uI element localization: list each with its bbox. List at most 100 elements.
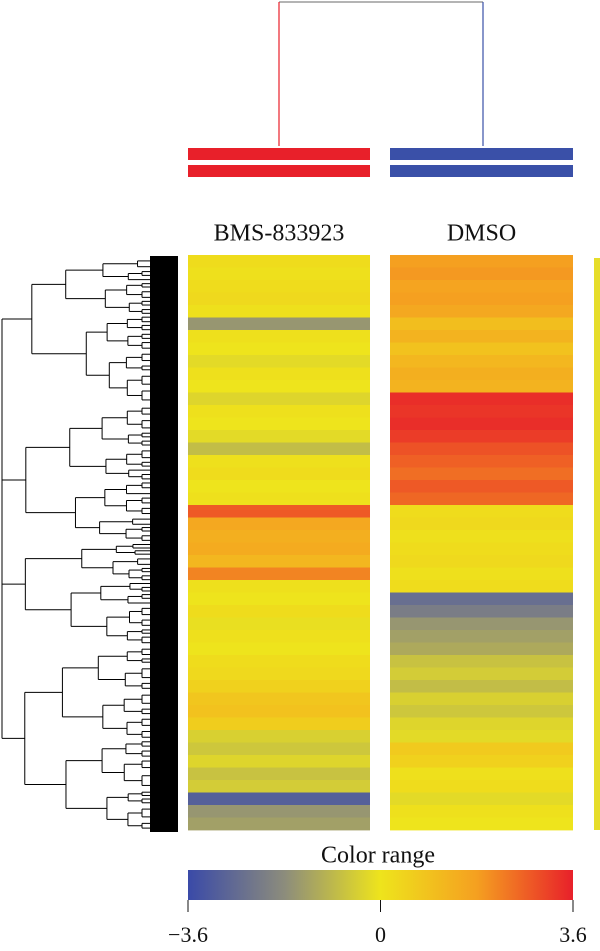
heatmap-cell [390,530,573,543]
heatmap-cell [188,805,370,818]
heatmap-cell [390,555,573,568]
heatmap-cell [188,630,370,643]
heatmap-cell [188,717,370,731]
heatmap-cell [390,267,573,281]
heatmap-cell [390,380,573,393]
heatmap-cell [188,342,370,356]
heatmap-cell [390,567,573,581]
heatmap-cell [188,680,370,693]
heatmap-cell [390,780,573,793]
heatmap-cell [188,530,370,543]
heatmap-cell [188,267,370,281]
heatmap-cell [188,405,370,418]
heatmap-cell [188,467,370,481]
heatmap-cell [390,330,573,343]
heatmap-cell [390,467,573,481]
heatmap-cell [188,417,370,431]
heatmap-cell [188,330,370,343]
heatmap-cell [188,730,370,743]
heatmap-cell [188,305,370,318]
heatmap-cell [188,455,370,468]
heatmap-cell [188,280,370,293]
heatmap-cell [390,255,573,268]
heatmap-cell [188,667,370,681]
partial-column [594,258,600,830]
heatmap-cell [390,305,573,318]
heatmap-cell [390,442,573,456]
heatmap-cell [390,630,573,643]
heatmap-cell [188,317,370,331]
heatmap-cell [188,742,370,756]
heatmap-cell [390,417,573,431]
heatmap-cell [188,580,370,593]
heatmap-cell [188,292,370,306]
heatmap-cell [390,642,573,656]
heatmap-cell [188,367,370,381]
heatmap-cell [188,655,370,668]
heatmap-cell [390,342,573,356]
heatmap-cell [188,492,370,506]
colorbar-title: Color range [321,843,435,869]
heatmap-cell [188,705,370,718]
colorbar-tick-label: 3.6 [559,922,587,947]
heatmap-cell [390,542,573,556]
heatmap-cell [188,505,370,518]
column-label: DMSO [447,221,516,247]
heatmap-cell [188,555,370,568]
heatmap-cell [188,692,370,706]
heatmap-cell [390,680,573,693]
heatmap-cell [188,592,370,606]
heatmap-cell [188,567,370,581]
heatmap-cell [390,355,573,368]
heatmap-cell [188,792,370,806]
group-bar [390,165,573,177]
heatmap-cell [390,717,573,731]
heatmap-cell [390,792,573,806]
heatmap-cell [390,705,573,718]
heatmap-cell [390,755,573,768]
heatmap-cell [390,742,573,756]
heatmap-cell [390,505,573,518]
heatmap-cell [390,292,573,306]
heatmap-cell [390,617,573,631]
heatmap-cell [188,517,370,531]
heatmap-cell [188,617,370,631]
heatmap-cell [188,430,370,443]
heatmap-cell [390,605,573,618]
heatmap-cell [390,280,573,293]
heatmap-cell [188,542,370,556]
column-label: BMS-833923 [214,221,345,247]
heatmap-cell [188,355,370,368]
tree-leaves [150,256,178,832]
heatmap-cell [188,392,370,406]
top-dendrogram [278,1,484,146]
heatmap-cell [390,455,573,468]
heatmap-cell [188,642,370,656]
heatmap-cell [188,780,370,793]
heatmap-cell [390,817,573,831]
heatmap-cell [390,492,573,506]
heatmap-cell [390,367,573,381]
heatmap-cell [188,480,370,493]
heatmap-cell [390,392,573,406]
heatmap-cell [390,317,573,331]
colorbar-tick-label: −3.6 [168,922,208,947]
heatmap-cell [390,692,573,706]
heatmap-cell [188,380,370,393]
group-bar [188,148,370,160]
row-dendrogram [1,260,150,829]
colorbar [188,870,573,900]
heatmap-cell [188,767,370,781]
heatmap-cell [188,817,370,831]
heatmap-cell [390,430,573,443]
heatmap-cell [390,405,573,418]
heatmap-cell [390,805,573,818]
heatmap-cell [390,580,573,593]
heatmap-cell [390,730,573,743]
heatmap-cell [188,605,370,618]
colorbar-tick-label: 0 [375,922,386,947]
heatmap-cell [390,767,573,781]
heatmap-cell [390,667,573,681]
heatmap-cell [390,655,573,668]
